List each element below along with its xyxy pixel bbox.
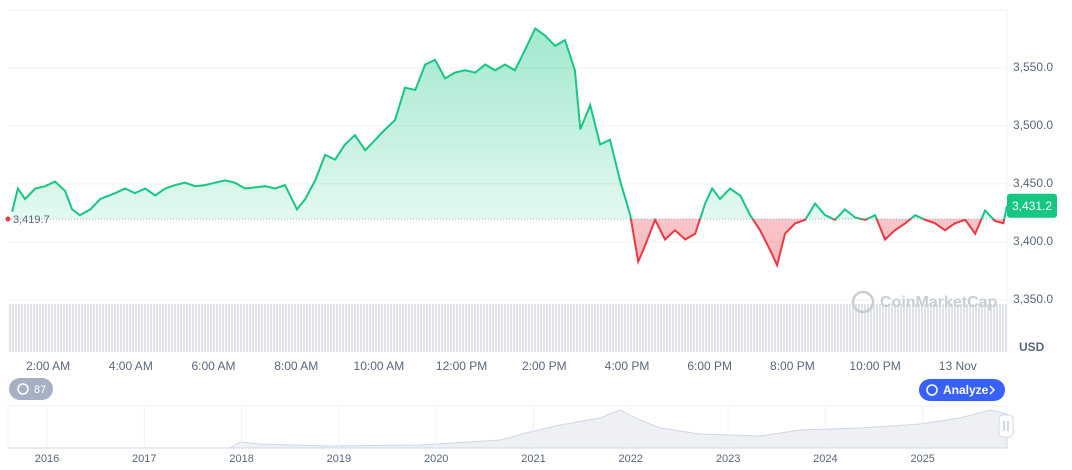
navigator-year: 2016 <box>35 453 59 465</box>
history-badge[interactable]: 87 <box>9 378 53 400</box>
history-icon <box>17 383 29 395</box>
navigator-area <box>8 409 1008 449</box>
area-up <box>12 28 1007 220</box>
y-tick-label: 3,500.0 <box>1013 118 1053 132</box>
x-tick-label: 4:00 AM <box>109 359 153 373</box>
x-tick-label: 10:00 PM <box>849 359 900 373</box>
navigator-year: 2022 <box>619 453 643 465</box>
analyze-button[interactable]: Analyze <box>919 379 1005 401</box>
baseline-label: 3,419.7 <box>13 214 50 226</box>
navigator-year: 2024 <box>813 453 837 465</box>
unit-label: USD <box>1019 340 1045 354</box>
navigator-year: 2023 <box>716 453 740 465</box>
y-tick-label: 3,350.0 <box>1013 292 1053 306</box>
volume-band <box>8 304 1007 352</box>
analyze-bg[interactable] <box>919 379 1005 401</box>
x-tick-label: 8:00 PM <box>770 359 815 373</box>
plot <box>8 9 1008 352</box>
watermark: CoinMarketCap <box>851 290 998 314</box>
history-pill[interactable] <box>9 378 53 400</box>
navigator-year: 2021 <box>521 453 545 465</box>
y-tick-label: 3,400.0 <box>1013 234 1053 248</box>
analyze-chevron <box>989 385 996 395</box>
x-tick-label: 4:00 PM <box>605 359 650 373</box>
navigator-year: 2020 <box>424 453 448 465</box>
x-tick-label: 8:00 AM <box>274 359 318 373</box>
x-tick-label: 6:00 AM <box>191 359 235 373</box>
last-price-label: 3,431.2 <box>1012 199 1052 213</box>
watermark-logo <box>851 290 875 314</box>
y-tick-label: 3,450.0 <box>1013 176 1053 190</box>
history-count[interactable]: 87 <box>34 384 46 396</box>
price-line <box>11 26 1008 220</box>
navigator-year: 2019 <box>327 453 351 465</box>
baseline-dot <box>5 216 11 222</box>
y-tick-label: 3,550.0 <box>1013 60 1053 74</box>
analyze-text[interactable]: Analyze <box>943 383 989 397</box>
x-tick-label: 13 Nov <box>939 359 977 373</box>
analyze-icon <box>926 384 938 396</box>
x-tick-label: 2:00 AM <box>26 359 70 373</box>
navigator-year: 2025 <box>910 453 934 465</box>
x-tick-label: 6:00 PM <box>687 359 732 373</box>
x-tick-label: 10:00 AM <box>354 359 405 373</box>
navigator-year: 2018 <box>229 453 253 465</box>
x-tick-label: 12:00 PM <box>436 359 487 373</box>
last-price-badge <box>1007 193 1057 218</box>
watermark-text: CoinMarketCap <box>880 294 998 311</box>
navigator <box>7 405 1014 449</box>
navigator-year: 2017 <box>132 453 156 465</box>
navigator-handle[interactable] <box>998 414 1014 438</box>
x-tick-label: 2:00 PM <box>522 359 567 373</box>
